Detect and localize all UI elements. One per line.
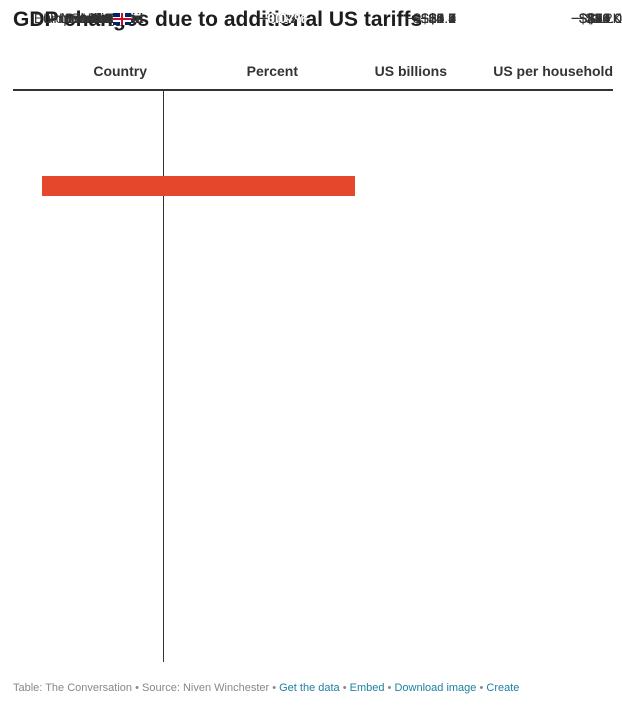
percent: −0.47% xyxy=(259,10,307,26)
percent: −0.19% xyxy=(259,10,307,26)
us-per-household: −$72.0 xyxy=(578,10,622,26)
us-billions: −$3.1 xyxy=(420,10,456,26)
us-billions: −$4.5 xyxy=(420,10,456,26)
footer-link[interactable]: Download image xyxy=(394,682,477,694)
footer-text: Table: The Conversation • Source: Niven … xyxy=(13,682,280,694)
footer-link[interactable]: Create xyxy=(486,682,520,694)
header-rule xyxy=(13,89,613,91)
redaction-bar xyxy=(42,176,355,196)
us-per-household: −$861.0 xyxy=(571,10,622,26)
flag xyxy=(113,13,131,25)
us-billions: −$1.7 xyxy=(420,10,456,26)
us-per-household: −$330.0 xyxy=(571,10,622,26)
us-billions: $0.1 xyxy=(428,10,456,26)
us-per-household: −$59.0 xyxy=(578,10,622,26)
us-per-household: −$24.0 xyxy=(578,10,622,26)
footer-link[interactable]: Get the data xyxy=(279,682,340,694)
us-per-household: $92.0 xyxy=(586,10,622,26)
us-billions: −$2.9 xyxy=(420,10,456,26)
us-per-household: −$10.0 xyxy=(578,10,622,26)
percent: −0.36% xyxy=(259,10,307,26)
us-billions: $2.7 xyxy=(428,10,456,26)
us-billions: −$1.5 xyxy=(420,10,456,26)
footer: Table: The Conversation • Source: Niven … xyxy=(13,682,519,694)
separator: • xyxy=(476,682,487,694)
percent: −0.09% xyxy=(259,10,307,26)
us-billions: −$4.7 xyxy=(420,10,456,26)
us-per-household: −$136.0 xyxy=(571,10,622,26)
us-per-household: −$236.0 xyxy=(571,10,622,26)
us-per-household: −$70.0 xyxy=(578,10,622,26)
percent: −0.11% xyxy=(260,10,307,26)
us-per-household: −$134.0 xyxy=(571,10,622,26)
percent: 0.01% xyxy=(267,10,307,26)
us-per-household: $11.0 xyxy=(588,10,622,26)
percent: −0.07% xyxy=(259,10,307,26)
percent: −0.29% xyxy=(259,10,307,26)
column-header: Percent xyxy=(246,63,298,79)
us-billions: −$108.2 xyxy=(405,10,456,26)
percent: −0.34% xyxy=(259,10,307,26)
percent: 0.07% xyxy=(267,10,307,26)
percent: −0.44% xyxy=(259,10,307,26)
column-header: US billions xyxy=(374,63,447,79)
us-billions: −$66.9 xyxy=(412,10,456,26)
country: European Union xyxy=(33,10,135,26)
us-per-household: −$1.2K xyxy=(577,10,622,26)
column-header: US per household xyxy=(493,63,613,79)
percent: −0.15% xyxy=(259,10,307,26)
percent: −0.3% xyxy=(266,10,307,26)
column-divider xyxy=(163,91,164,662)
us-per-household: −$204.0 xyxy=(571,10,622,26)
separator: • xyxy=(339,682,350,694)
footer-link[interactable]: Embed xyxy=(349,682,385,694)
column-header: Country xyxy=(93,63,147,79)
us-billions: −$3.9 xyxy=(420,10,456,26)
percent: −0.13% xyxy=(259,10,307,26)
us-billions: −$5.6 xyxy=(420,10,456,26)
us-per-household: −$139.0 xyxy=(571,10,622,26)
us-billions: −$26.6 xyxy=(412,10,456,26)
separator: • xyxy=(384,682,395,694)
us-billions: −$2.4 xyxy=(420,10,456,26)
us-billions: −$0.4 xyxy=(420,10,456,26)
